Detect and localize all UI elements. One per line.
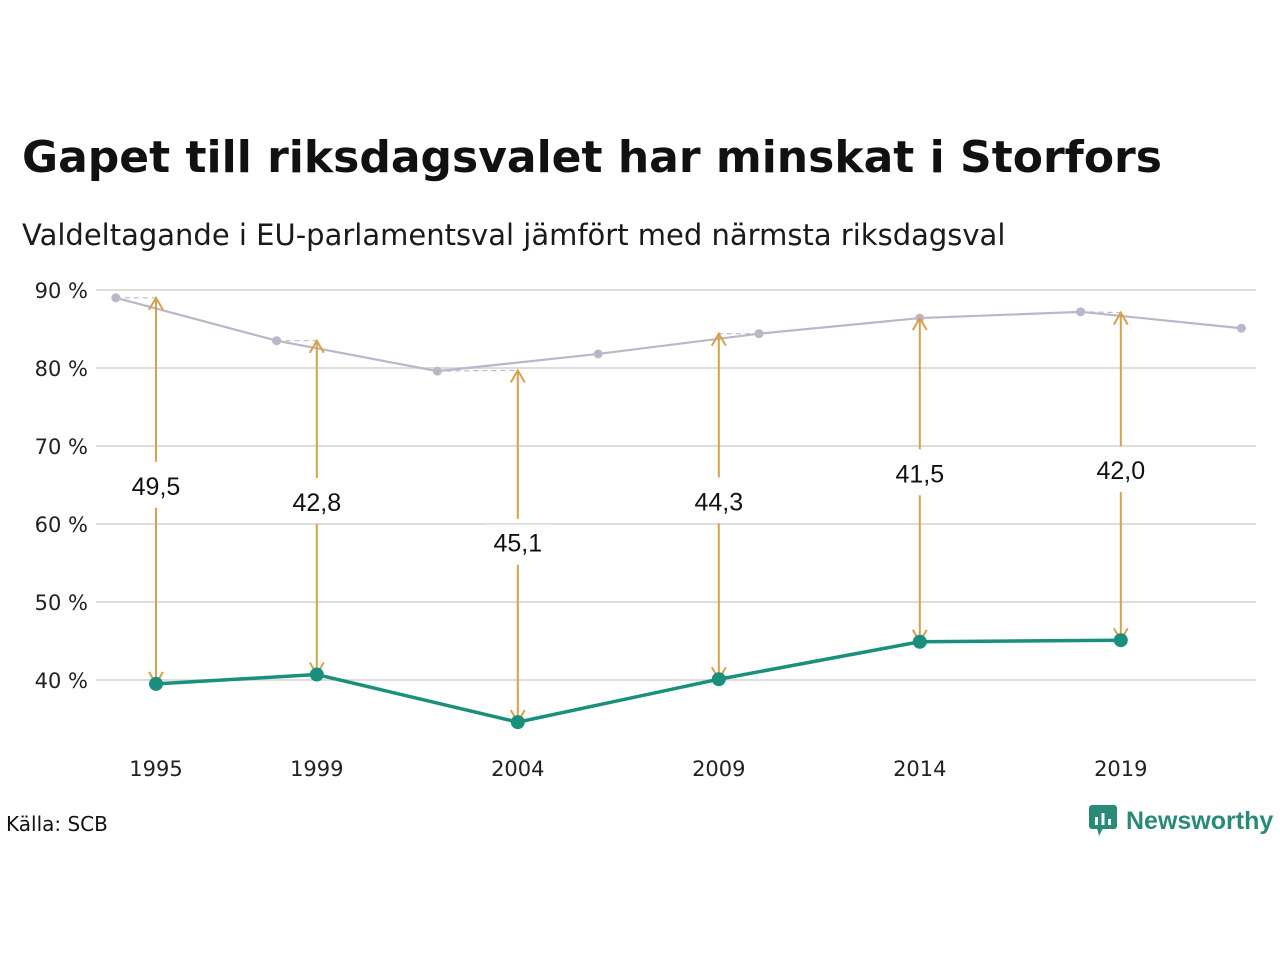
- riksdag-point: [432, 366, 442, 376]
- gap-label: 42,8: [292, 489, 341, 517]
- gap-arrow-head-up: [911, 316, 928, 331]
- eu-point: [149, 676, 163, 691]
- eu-point: [912, 634, 927, 649]
- riksdag-series-line: [115, 296, 1242, 373]
- y-tick-label: 70 %: [35, 435, 88, 459]
- riksdag-point: [593, 349, 603, 359]
- gap-label-bg: [122, 467, 190, 504]
- gap-label: 41,5: [895, 460, 944, 488]
- riksdag-connector: [1080, 311, 1121, 314]
- gap-label: 44,3: [694, 488, 743, 516]
- eu-series-line: [155, 638, 1121, 724]
- x-tick-label: 2009: [692, 757, 745, 781]
- y-tick-label: 40 %: [35, 669, 88, 693]
- x-tick-label: 2014: [893, 757, 946, 781]
- eu-point: [1113, 633, 1128, 648]
- gap-arrow-head-up: [509, 368, 526, 383]
- y-tick-label: 60 %: [35, 513, 88, 537]
- gap-arrow-head-up: [1112, 310, 1129, 326]
- riksdag-point: [1076, 307, 1086, 317]
- source-note: Källa: SCB: [6, 812, 108, 836]
- newsworthy-logo[interactable]: Newsworthy: [1088, 804, 1273, 838]
- riksdag-connector: [437, 369, 518, 372]
- y-tick-label: 80 %: [35, 357, 88, 381]
- riksdag-point: [754, 329, 764, 339]
- gap-label-bg: [885, 455, 954, 492]
- brand-name: Newsworthy: [1126, 806, 1274, 835]
- gap-label: 49,5: [132, 473, 181, 501]
- riksdag-point: [111, 293, 121, 303]
- eu-point: [510, 715, 525, 730]
- gap-label-bg: [684, 483, 753, 520]
- gap-arrow-head-up: [710, 331, 727, 347]
- gap-label-bg: [1086, 452, 1155, 489]
- riksdag-point: [1236, 323, 1246, 333]
- y-tick-label: 50 %: [35, 591, 88, 615]
- gap-arrow-head-up: [308, 338, 325, 354]
- gap-label-bg: [282, 484, 351, 521]
- gap-label-bg: [483, 524, 552, 561]
- gap-arrow-head-up: [148, 295, 164, 311]
- x-tick-label: 2019: [1094, 757, 1147, 781]
- chart-subtitle: Valdeltagande i EU-parlamentsval jämfört…: [22, 218, 1006, 252]
- eu-point: [309, 667, 324, 682]
- y-tick-label: 90 %: [35, 279, 88, 303]
- gap-label: 42,0: [1096, 457, 1145, 485]
- x-tick-label: 1999: [290, 757, 343, 781]
- eu-point: [711, 672, 726, 687]
- newsworthy-logo-icon: [1089, 805, 1117, 836]
- x-tick-label: 1995: [129, 757, 182, 781]
- gap-label: 45,1: [493, 530, 542, 558]
- x-tick-label: 2004: [491, 757, 544, 781]
- chart-title: Gapet till riksdagsvalet har minskat i S…: [22, 132, 1162, 183]
- riksdag-point: [272, 336, 282, 346]
